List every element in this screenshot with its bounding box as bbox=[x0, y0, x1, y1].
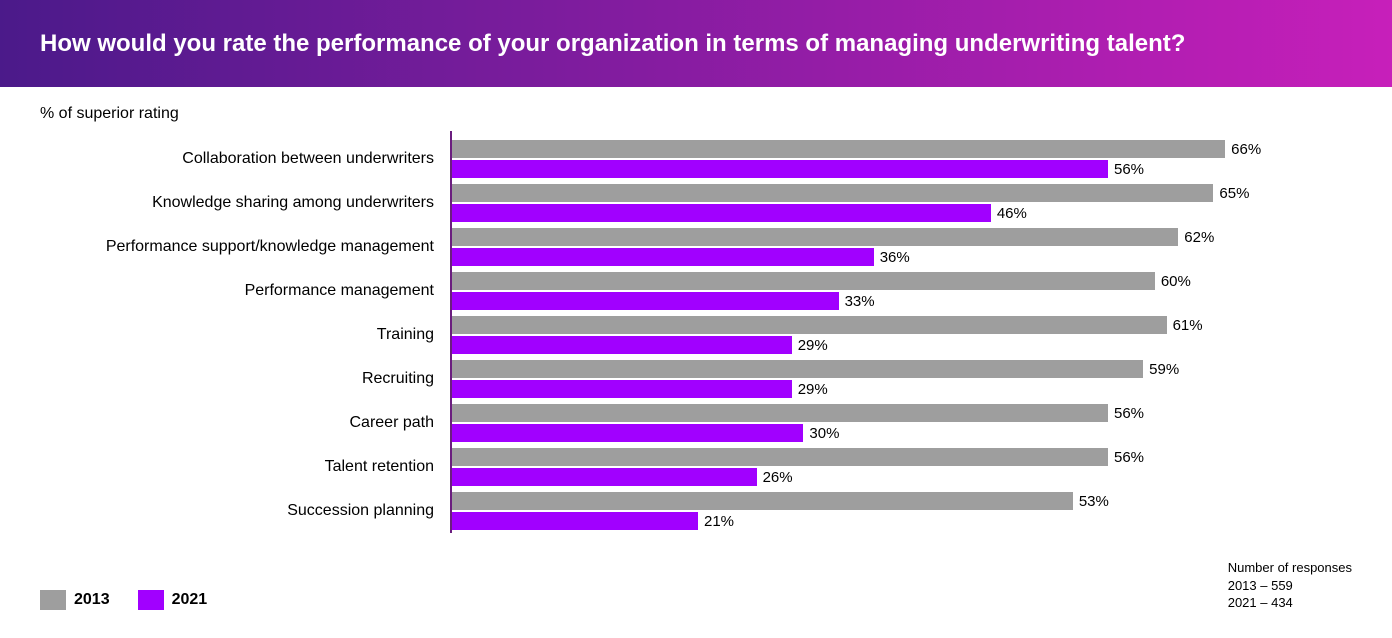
category-label: Talent retention bbox=[0, 445, 450, 489]
bar-row: 46% bbox=[452, 204, 1352, 222]
bar-value: 61% bbox=[1167, 317, 1203, 334]
legend: 2013 2021 bbox=[40, 590, 207, 610]
category-label: Knowledge sharing among underwriters bbox=[0, 181, 450, 225]
category-label: Training bbox=[0, 313, 450, 357]
bar-row: 66% bbox=[452, 140, 1352, 158]
bar-value: 60% bbox=[1155, 273, 1191, 290]
footnote-line: 2013 – 559 bbox=[1228, 577, 1352, 595]
bar-value: 65% bbox=[1213, 185, 1249, 202]
bar-value: 29% bbox=[792, 381, 828, 398]
bar-value: 46% bbox=[991, 205, 1027, 222]
bar bbox=[452, 448, 1108, 466]
bar-value: 56% bbox=[1108, 405, 1144, 422]
bar-group: 62% 36% bbox=[452, 225, 1352, 269]
bar bbox=[452, 184, 1213, 202]
bar bbox=[452, 228, 1178, 246]
bar-row: 59% bbox=[452, 360, 1352, 378]
bar-row: 65% bbox=[452, 184, 1352, 202]
bar-value: 29% bbox=[792, 337, 828, 354]
bar-row: 26% bbox=[452, 468, 1352, 486]
bar-row: 60% bbox=[452, 272, 1352, 290]
bar-value: 66% bbox=[1225, 141, 1261, 158]
chart-header: How would you rate the performance of yo… bbox=[0, 0, 1392, 87]
bar-group: 59% 29% bbox=[452, 357, 1352, 401]
bar-value: 33% bbox=[839, 293, 875, 310]
bars-column: 66% 56% 65% 46% 62% 36% 60% 33% 61% 29% 59% 29% 56% 3… bbox=[450, 131, 1352, 533]
bar-group: 56% 26% bbox=[452, 445, 1352, 489]
legend-label: 2013 bbox=[74, 591, 110, 609]
bar-value: 30% bbox=[803, 425, 839, 442]
bar bbox=[452, 248, 874, 266]
category-labels-column: Collaboration between underwritersKnowle… bbox=[0, 131, 450, 533]
bar bbox=[452, 140, 1225, 158]
category-label: Performance support/knowledge management bbox=[0, 225, 450, 269]
bar bbox=[452, 272, 1155, 290]
bar-group: 66% 56% bbox=[452, 137, 1352, 181]
bar bbox=[452, 404, 1108, 422]
bar-row: 21% bbox=[452, 512, 1352, 530]
category-label: Succession planning bbox=[0, 489, 450, 533]
footnote-line: Number of responses bbox=[1228, 559, 1352, 577]
bar-value: 21% bbox=[698, 513, 734, 530]
bar-row: 36% bbox=[452, 248, 1352, 266]
legend-item: 2021 bbox=[138, 590, 208, 610]
bar bbox=[452, 380, 792, 398]
bar-value: 56% bbox=[1108, 161, 1144, 178]
bar-row: 29% bbox=[452, 336, 1352, 354]
bar bbox=[452, 492, 1073, 510]
bar-value: 59% bbox=[1143, 361, 1179, 378]
category-label: Career path bbox=[0, 401, 450, 445]
bar-value: 36% bbox=[874, 249, 910, 266]
bar-group: 53% 21% bbox=[452, 489, 1352, 533]
bar-group: 61% 29% bbox=[452, 313, 1352, 357]
category-label: Performance management bbox=[0, 269, 450, 313]
bar-value: 62% bbox=[1178, 229, 1214, 246]
bar-value: 56% bbox=[1108, 449, 1144, 466]
category-label: Collaboration between underwriters bbox=[0, 137, 450, 181]
bar bbox=[452, 316, 1167, 334]
bar bbox=[452, 468, 757, 486]
bar-row: 56% bbox=[452, 160, 1352, 178]
legend-label: 2021 bbox=[172, 591, 208, 609]
chart-subtitle: % of superior rating bbox=[0, 87, 1392, 131]
footnote-line: 2021 – 434 bbox=[1228, 594, 1352, 612]
category-label: Recruiting bbox=[0, 357, 450, 401]
bar bbox=[452, 336, 792, 354]
chart-title: How would you rate the performance of yo… bbox=[40, 30, 1185, 57]
bar bbox=[452, 424, 803, 442]
legend-item: 2013 bbox=[40, 590, 110, 610]
bar-row: 56% bbox=[452, 404, 1352, 422]
bar-row: 33% bbox=[452, 292, 1352, 310]
bar bbox=[452, 160, 1108, 178]
bar bbox=[452, 360, 1143, 378]
bar-value: 53% bbox=[1073, 493, 1109, 510]
footnote: Number of responses 2013 – 559 2021 – 43… bbox=[1228, 559, 1352, 612]
bar-row: 53% bbox=[452, 492, 1352, 510]
bar-group: 65% 46% bbox=[452, 181, 1352, 225]
bar-group: 56% 30% bbox=[452, 401, 1352, 445]
bar-group: 60% 33% bbox=[452, 269, 1352, 313]
bar-row: 29% bbox=[452, 380, 1352, 398]
bar bbox=[452, 512, 698, 530]
bar-value: 26% bbox=[757, 469, 793, 486]
bar-row: 61% bbox=[452, 316, 1352, 334]
legend-swatch bbox=[40, 590, 66, 610]
bar-row: 30% bbox=[452, 424, 1352, 442]
legend-swatch bbox=[138, 590, 164, 610]
bar-row: 56% bbox=[452, 448, 1352, 466]
bar-row: 62% bbox=[452, 228, 1352, 246]
bar bbox=[452, 204, 991, 222]
chart-area: Collaboration between underwritersKnowle… bbox=[0, 131, 1392, 533]
bar bbox=[452, 292, 839, 310]
